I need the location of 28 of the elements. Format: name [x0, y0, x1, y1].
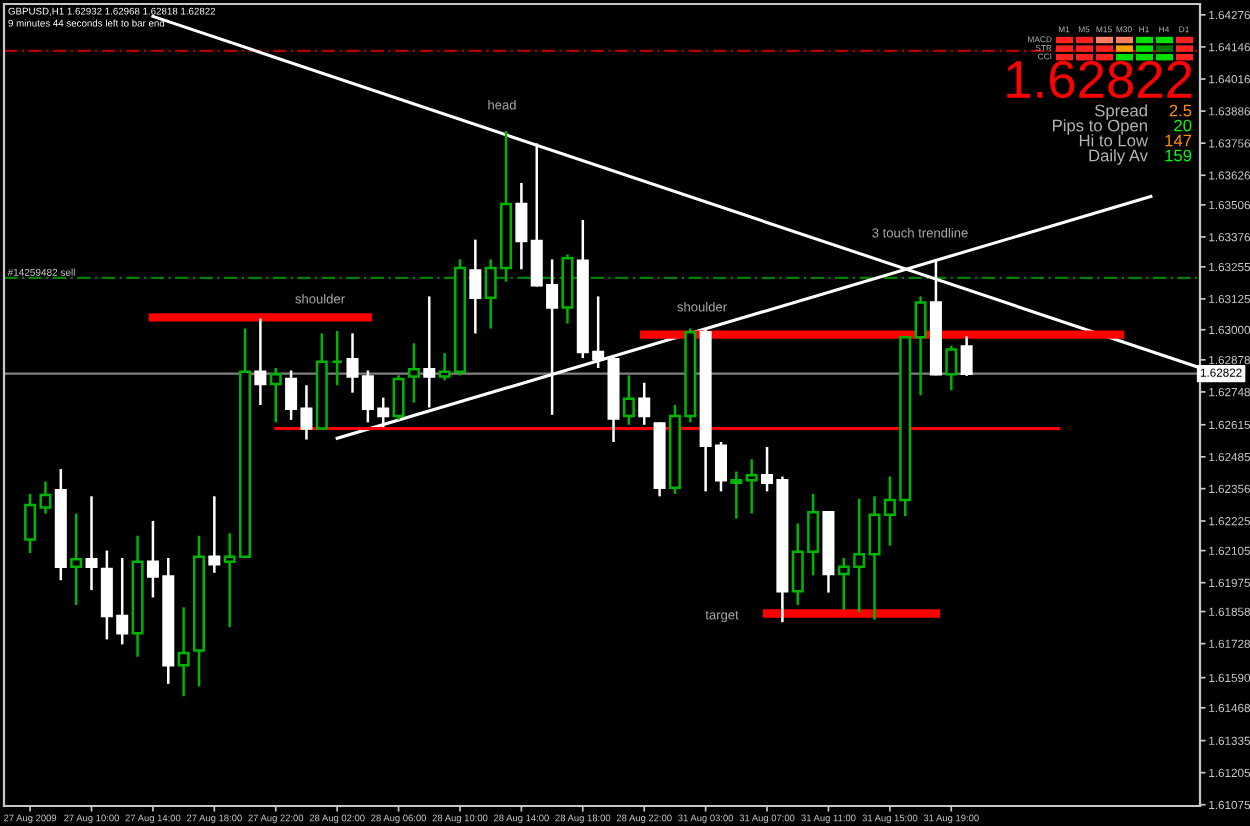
candlestick — [254, 318, 267, 406]
annotation: Pips to Open — [1053, 119, 1147, 135]
candlestick — [407, 343, 420, 403]
candlestick — [745, 459, 758, 514]
annotation: Daily Av — [1089, 149, 1148, 165]
candlestick — [914, 296, 927, 396]
candlestick — [331, 330, 344, 386]
candlestick — [638, 382, 651, 425]
candlestick — [515, 182, 528, 270]
candlestick — [70, 513, 83, 605]
candlestick — [269, 367, 282, 423]
annotation: 20 — [1174, 119, 1192, 132]
annotation: 2.5 — [1169, 104, 1192, 117]
annotation: 159 — [1165, 149, 1192, 162]
candlestick — [730, 471, 743, 519]
candlestick — [208, 496, 221, 573]
candlestick — [469, 239, 482, 334]
candlestick — [622, 375, 635, 425]
candlestick — [392, 375, 405, 420]
annotation: Hi to Low — [1079, 134, 1149, 147]
candlestick — [945, 345, 958, 391]
candlestick — [177, 607, 190, 697]
candlestick — [960, 336, 973, 376]
annotation: Spread — [1095, 104, 1147, 120]
annotation: 1.62822 — [1007, 60, 1192, 99]
annotation: 147 — [1165, 134, 1192, 147]
candlestick — [85, 496, 98, 591]
candlestick — [423, 296, 436, 408]
